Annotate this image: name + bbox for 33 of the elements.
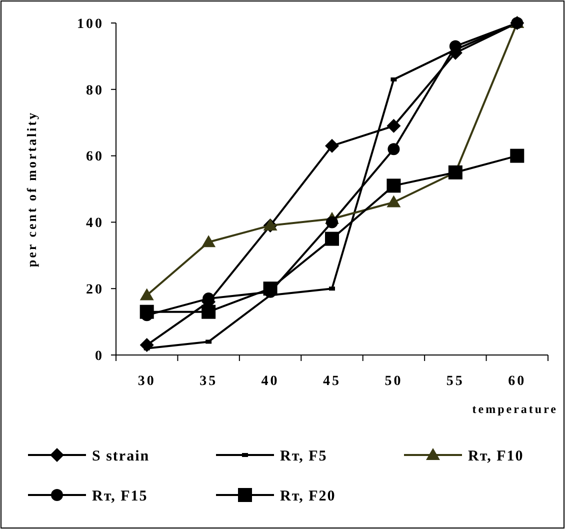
x-tick-label: 30 xyxy=(138,374,156,389)
point xyxy=(263,282,278,296)
legend-label: Rт, F20 xyxy=(280,488,336,504)
x-tick-label: 40 xyxy=(261,374,280,389)
legend-label: Rт, F5 xyxy=(280,448,328,464)
legend-label: S strain xyxy=(92,448,150,464)
point xyxy=(325,138,339,153)
y-tick-label: 40 xyxy=(86,216,104,232)
legend-label: Rт, F10 xyxy=(468,448,524,464)
point xyxy=(325,232,339,246)
y-tick-label: 100 xyxy=(77,16,104,32)
point xyxy=(386,178,401,193)
point xyxy=(326,216,338,228)
x-axis-title: temperature xyxy=(472,402,558,416)
point xyxy=(386,118,401,133)
y-tick-label: 60 xyxy=(86,150,104,165)
y-tick-label: 20 xyxy=(86,282,104,298)
point xyxy=(140,288,154,300)
point xyxy=(329,286,335,291)
point xyxy=(510,148,524,163)
x-tick-label: 35 xyxy=(200,374,218,389)
point xyxy=(386,195,401,208)
point xyxy=(388,143,400,156)
y-tick-label: 0 xyxy=(95,348,104,364)
x-tick-label: 60 xyxy=(508,374,526,389)
legend-label: Rт, F15 xyxy=(92,488,148,504)
x-tick-label: 55 xyxy=(446,374,464,389)
x-tick-label: 45 xyxy=(323,374,341,389)
x-tick-label: 50 xyxy=(384,374,403,389)
point xyxy=(202,304,216,319)
y-tick-label: 80 xyxy=(86,83,104,98)
y-axis-title: per cent of mortality xyxy=(24,110,39,268)
point xyxy=(202,235,216,248)
